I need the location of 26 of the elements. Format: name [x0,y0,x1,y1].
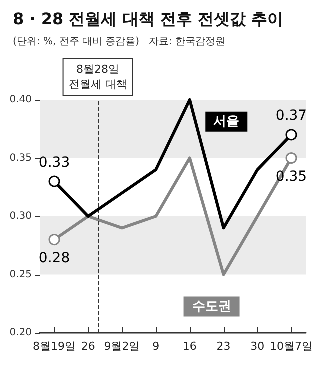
point [286,129,298,141]
chart-title: 8 · 28 전월세 대책 전후 전셋값 추이 [13,10,284,28]
x-tick-label: 9 [152,340,160,353]
x-tick-label: 8월19일 [33,340,76,353]
data-label: 0.35 [276,169,308,185]
y-tick-label: 0.25 [10,269,32,280]
chart-subtitle: (단위: %, 전주 대비 증감율) 자료: 한국감정원 [13,36,226,48]
point [48,176,60,188]
x-tick-label: 30 [250,340,265,353]
y-tick-label: 0.20 [10,328,32,338]
data-label: 0.37 [276,108,308,124]
data-label: 0.33 [38,154,70,171]
data-label: 0.28 [38,250,70,267]
y-tick-label: 0.40 [10,94,32,106]
series-label: 수도권 [192,299,232,314]
x-tick-label: 23 [216,340,231,353]
x-tick-label: 16 [182,340,197,353]
y-tick-label: 0.35 [10,152,32,164]
point [48,234,60,246]
x-tick-label: 10월7일 [270,340,313,353]
y-tick-label: 0.30 [10,211,32,222]
point [286,152,298,164]
series-label: 서울 [214,114,240,130]
x-tick-label: 26 [81,340,96,353]
ref-line-label: 8월28일 전월세 대책 [68,63,128,91]
x-tick-label: 9월2일 [104,340,140,353]
